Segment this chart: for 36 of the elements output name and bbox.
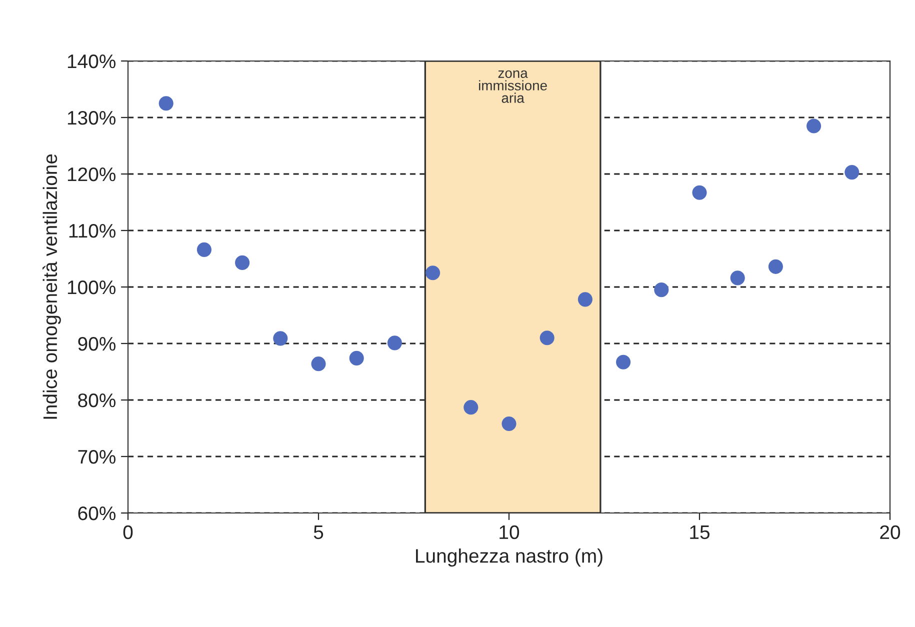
point xyxy=(692,185,707,200)
point xyxy=(768,259,783,274)
y-tick-label: 130% xyxy=(68,110,116,125)
y-tick-label: 70% xyxy=(78,450,116,464)
y-tick-label: 100% xyxy=(68,280,116,294)
x-tick-label: 10 xyxy=(500,525,520,540)
y-tick-label: 90% xyxy=(78,336,116,351)
x-tick-label: 0 xyxy=(123,525,133,540)
x-axis-title: Lunghezza nastro (m) xyxy=(416,548,602,567)
point xyxy=(273,331,288,346)
point xyxy=(806,118,822,134)
y-tick-label: 80% xyxy=(78,393,116,408)
point xyxy=(387,336,402,350)
point xyxy=(654,282,669,298)
point xyxy=(464,400,478,415)
point xyxy=(578,292,592,307)
y-axis-title: Indice omogeneità ventilazione xyxy=(42,154,61,419)
point xyxy=(158,96,174,111)
y-tick-label: 140% xyxy=(68,54,116,68)
point xyxy=(235,255,250,270)
y-tick-label: 120% xyxy=(68,167,116,182)
x-tick-label: 15 xyxy=(690,526,710,540)
x-tick-label: 5 xyxy=(314,526,324,540)
point xyxy=(540,330,554,346)
y-tick-label: 110% xyxy=(69,224,116,238)
point xyxy=(196,242,212,257)
point xyxy=(426,266,440,280)
y-tick-label: 60% xyxy=(78,506,116,520)
band-label: zona immissione aria xyxy=(479,70,547,103)
point xyxy=(730,270,745,286)
point xyxy=(844,165,860,180)
point xyxy=(502,416,516,432)
point xyxy=(311,356,326,372)
point xyxy=(616,354,631,370)
point xyxy=(349,350,364,366)
x-tick-label: 20 xyxy=(880,525,900,540)
